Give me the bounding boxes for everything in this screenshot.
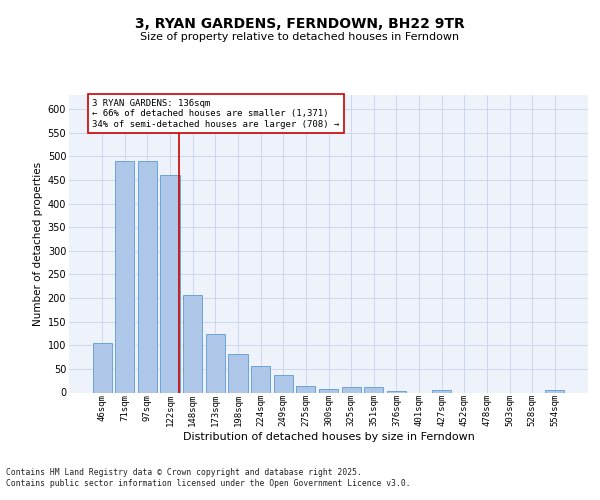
Text: 3, RYAN GARDENS, FERNDOWN, BH22 9TR: 3, RYAN GARDENS, FERNDOWN, BH22 9TR: [135, 18, 465, 32]
Bar: [545, 390, 565, 392]
Bar: [341, 388, 361, 392]
Bar: [432, 390, 451, 392]
Bar: [206, 334, 225, 392]
Bar: [115, 161, 134, 392]
X-axis label: Distribution of detached houses by size in Ferndown: Distribution of detached houses by size …: [182, 432, 475, 442]
Y-axis label: Number of detached properties: Number of detached properties: [34, 162, 43, 326]
Bar: [138, 161, 157, 392]
Bar: [319, 388, 338, 392]
Text: Contains HM Land Registry data © Crown copyright and database right 2025.
Contai: Contains HM Land Registry data © Crown c…: [6, 468, 410, 487]
Text: 3 RYAN GARDENS: 136sqm
← 66% of detached houses are smaller (1,371)
34% of semi-: 3 RYAN GARDENS: 136sqm ← 66% of detached…: [92, 99, 339, 128]
Bar: [296, 386, 316, 392]
Bar: [183, 294, 202, 392]
Bar: [251, 366, 270, 392]
Bar: [274, 374, 293, 392]
Text: Size of property relative to detached houses in Ferndown: Size of property relative to detached ho…: [140, 32, 460, 42]
Bar: [92, 343, 112, 392]
Bar: [160, 176, 180, 392]
Bar: [229, 354, 248, 393]
Bar: [364, 388, 383, 392]
Bar: [387, 390, 406, 392]
